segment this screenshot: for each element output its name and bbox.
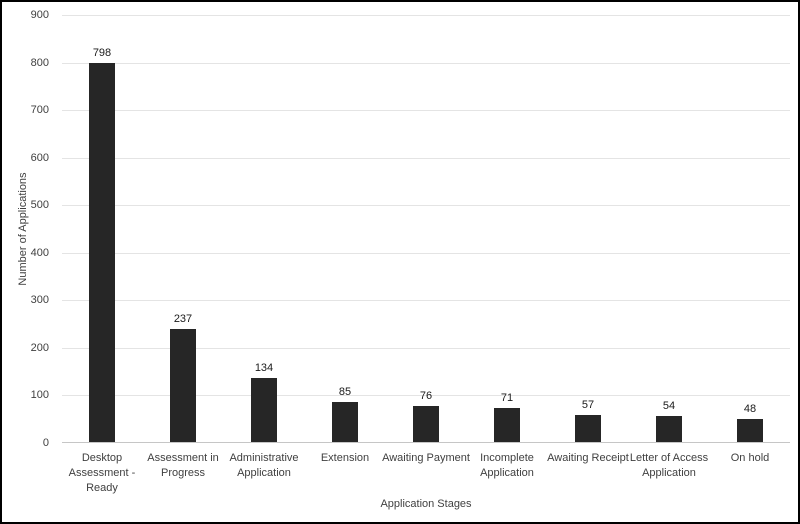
y-axis-title: Number of Applications [17,172,29,286]
bar-value-label: 57 [581,399,595,411]
bar-value-label: 237 [173,313,193,325]
x-axis-line [62,442,790,443]
y-tick-label: 400 [30,247,49,259]
y-tick-label: 500 [30,199,49,211]
y-tick-label: 100 [30,389,49,401]
plot-area [62,15,790,443]
category-label: Awaiting Payment [382,452,470,464]
bar [575,415,601,442]
category-label: Assessment in Progress [147,452,219,479]
gridline [62,110,790,112]
bar-value-label: 134 [254,362,274,374]
bar-value-label: 85 [338,386,352,398]
gridline [62,205,790,207]
y-tick-label: 900 [30,9,49,21]
bar [494,408,520,442]
bar [737,419,763,442]
y-tick-label: 300 [30,294,49,306]
y-tick-label: 200 [30,342,49,354]
gridline [62,157,790,159]
bar-value-label: 48 [743,403,757,415]
category-label: Desktop Assessment - Ready [68,452,136,494]
bar-value-label: 798 [92,47,112,59]
bar [170,329,196,442]
category-label: Letter of Access Application [629,452,709,479]
bar [332,402,358,442]
gridline [62,62,790,64]
y-tick-label: 700 [30,104,49,116]
bar [89,63,115,442]
y-tick-label: 800 [30,57,49,69]
category-label: Incomplete Application [480,452,534,479]
category-label: Administrative Application [229,452,299,479]
y-tick-label: 600 [30,152,49,164]
gridline [62,15,790,16]
bar [251,378,277,442]
gridline [62,347,790,349]
gridline [62,300,790,302]
category-label: On hold [730,452,770,464]
bar-value-label: 54 [662,400,676,412]
category-label: Awaiting Receipt [547,452,629,464]
x-axis-title: Application Stages [380,498,472,510]
bar [413,406,439,442]
y-tick-label: 0 [42,437,49,449]
category-label: Extension [320,452,370,464]
bar-value-label: 76 [419,390,433,402]
bar-value-label: 71 [500,392,514,404]
gridline [62,252,790,254]
bar [656,416,682,442]
gridline [62,395,790,397]
